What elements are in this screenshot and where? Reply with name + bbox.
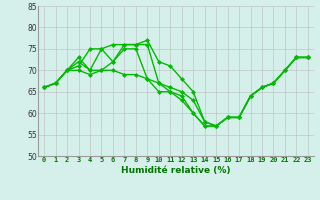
- X-axis label: Humidité relative (%): Humidité relative (%): [121, 166, 231, 175]
